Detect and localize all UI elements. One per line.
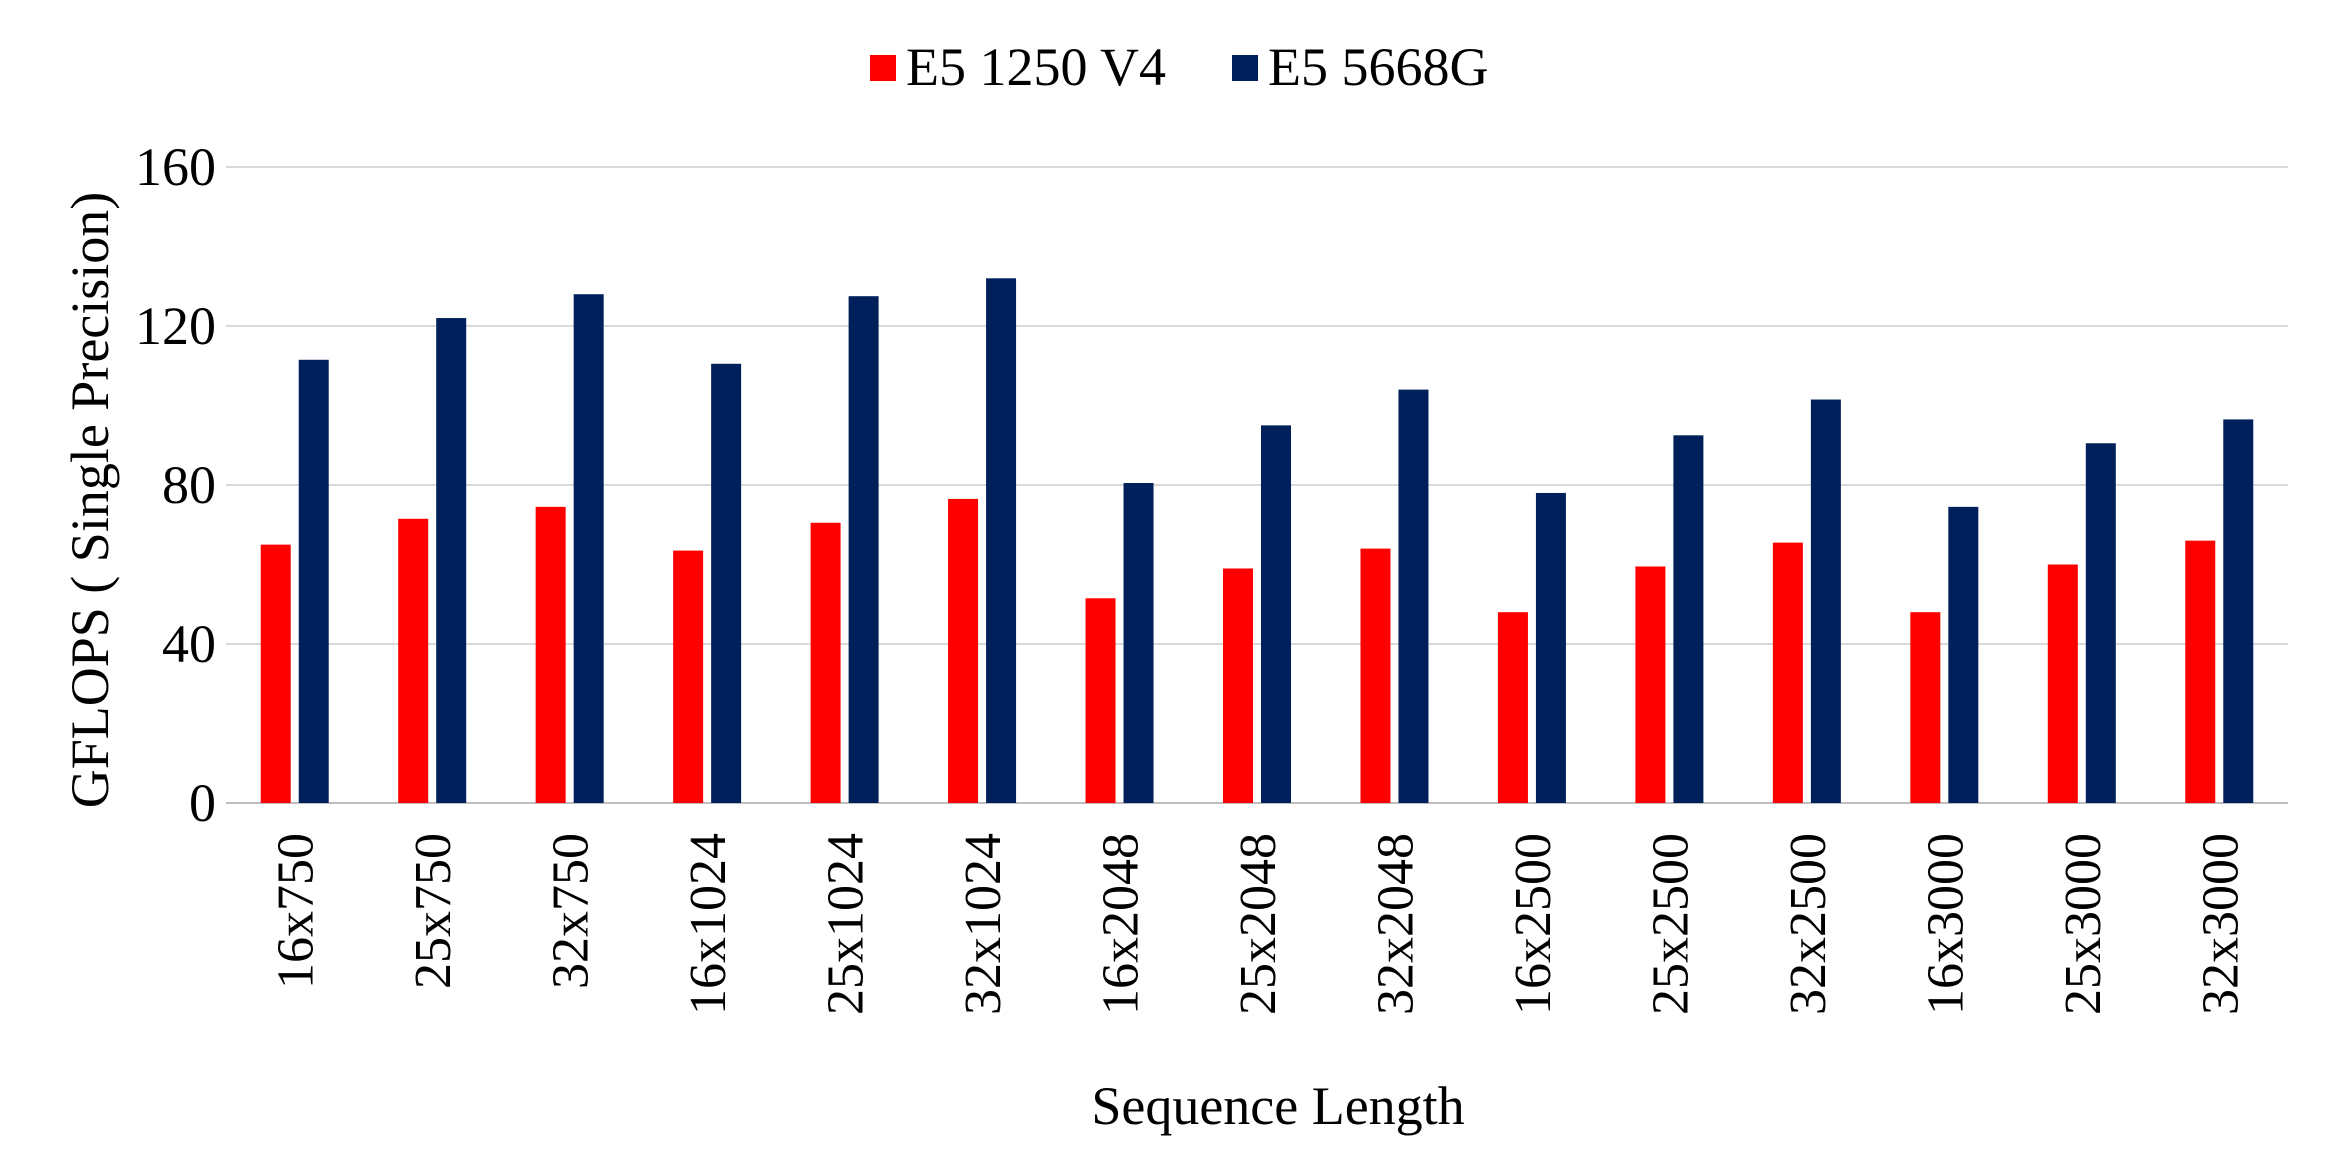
legend-swatch-e5-5668g xyxy=(1232,55,1258,81)
x-tick-label: 32x2048 xyxy=(1367,833,1424,1015)
x-tick-label: 16x1024 xyxy=(680,833,737,1015)
x-tick-label: 25x750 xyxy=(405,833,462,989)
bar-e5-5668g-16x3000 xyxy=(1948,506,1979,803)
bar-e5-5668g-25x3000 xyxy=(2085,443,2116,803)
x-tick-label: 16x3000 xyxy=(1917,833,1974,1015)
bar-e5-1250-v4-32x1024 xyxy=(948,498,979,803)
y-tick-label: 0 xyxy=(189,773,216,833)
x-axis-tick-labels: 16x750 25x750 32x750 16x1024 25x1024 32x1024 1… xyxy=(268,833,2250,1015)
y-axis-tick-labels: 0 40 80 120 160 xyxy=(135,137,216,833)
bar-e5-1250-v4-32x750 xyxy=(535,506,566,803)
bar-e5-5668g-16x2500 xyxy=(1535,492,1566,803)
bar-e5-1250-v4-32x3000 xyxy=(2185,540,2216,803)
legend-swatch-e5-1250-v4 xyxy=(870,55,896,81)
x-tick-label: 16x750 xyxy=(268,833,325,989)
y-tick-label: 160 xyxy=(135,137,216,197)
legend-label-e5-5668g: E5 5668G xyxy=(1268,37,1488,97)
bar-e5-1250-v4-16x750 xyxy=(260,544,291,803)
legend-label-e5-1250-v4: E5 1250 V4 xyxy=(906,37,1166,97)
x-tick-label: 32x1024 xyxy=(955,833,1012,1015)
bar-e5-5668g-32x2500 xyxy=(1810,399,1841,803)
x-tick-label: 32x3000 xyxy=(2192,833,2249,1015)
bar-e5-1250-v4-16x1024 xyxy=(673,550,704,803)
bar-e5-5668g-16x750 xyxy=(298,359,329,803)
bar-e5-1250-v4-25x1024 xyxy=(810,522,841,803)
bar-e5-1250-v4-25x750 xyxy=(398,518,429,803)
bar-e5-5668g-25x750 xyxy=(436,318,467,803)
x-tick-label: 25x1024 xyxy=(818,833,875,1015)
bar-e5-5668g-25x2048 xyxy=(1261,425,1291,803)
y-axis-title: GFLOPS ( Single Precision) xyxy=(60,192,120,809)
gridlines xyxy=(226,166,2288,804)
bar-e5-1250-v4-16x2048 xyxy=(1085,598,1116,803)
x-axis-title: Sequence Length xyxy=(1091,1076,1464,1136)
bar-e5-5668g-32x2048 xyxy=(1398,389,1429,803)
bar-e5-1250-v4-16x2500 xyxy=(1497,612,1528,803)
bar-e5-5668g-32x1024 xyxy=(986,278,1017,803)
bar-e5-5668g-25x2500 xyxy=(1673,435,1704,803)
x-tick-label: 25x2500 xyxy=(1642,833,1699,1015)
bar-e5-1250-v4-25x3000 xyxy=(2047,564,2078,803)
x-tick-label: 16x2500 xyxy=(1505,833,1562,1015)
x-tick-label: 32x2500 xyxy=(1780,833,1837,1015)
bar-e5-5668g-16x2048 xyxy=(1123,483,1154,803)
y-tick-label: 120 xyxy=(135,296,216,356)
y-tick-label: 80 xyxy=(162,455,216,515)
bar-e5-1250-v4-32x2500 xyxy=(1772,542,1803,803)
bar-e5-5668g-32x3000 xyxy=(2223,419,2254,803)
bar-e5-1250-v4-25x2500 xyxy=(1635,566,1666,803)
x-tick-label: 25x3000 xyxy=(2055,833,2112,1015)
x-tick-label: 32x750 xyxy=(543,833,600,989)
y-tick-label: 40 xyxy=(162,614,216,674)
bar-e5-1250-v4-16x3000 xyxy=(1910,612,1941,803)
bar-e5-5668g-32x750 xyxy=(573,294,604,803)
bar-e5-5668g-25x1024 xyxy=(848,296,879,803)
x-tick-label: 16x2048 xyxy=(1093,833,1150,1015)
x-tick-label: 25x2048 xyxy=(1230,833,1287,1015)
bars xyxy=(260,278,2254,803)
bar-e5-1250-v4-32x2048 xyxy=(1360,548,1391,803)
legend: E5 1250 V4 E5 5668G xyxy=(870,37,1488,97)
bar-e5-1250-v4-25x2048 xyxy=(1223,568,1253,803)
bar-e5-5668g-16x1024 xyxy=(711,363,742,803)
